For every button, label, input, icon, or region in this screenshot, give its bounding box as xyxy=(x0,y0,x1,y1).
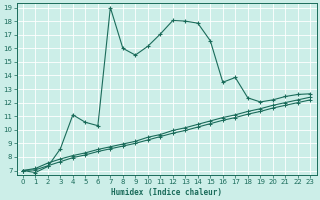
X-axis label: Humidex (Indice chaleur): Humidex (Indice chaleur) xyxy=(111,188,222,197)
